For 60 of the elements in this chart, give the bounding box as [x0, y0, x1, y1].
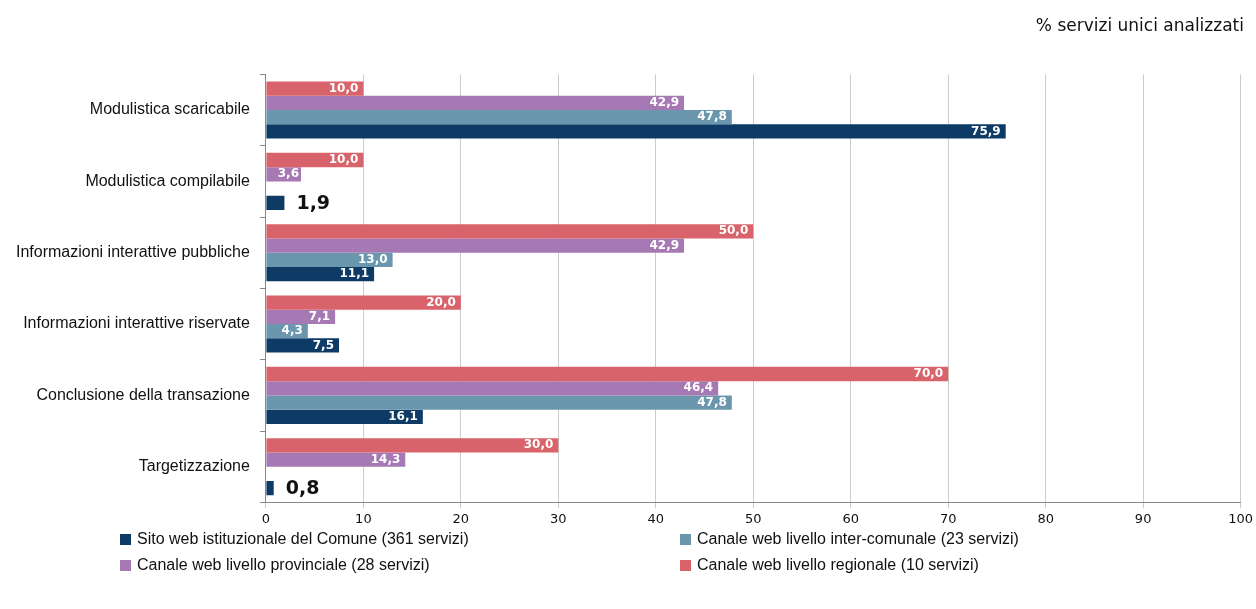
chart-title: % servizi unici analizzati [1035, 14, 1244, 35]
bar [266, 110, 732, 125]
data-label: 47,8 [697, 394, 727, 409]
data-label: 10,0 [328, 152, 359, 167]
bar [266, 295, 461, 310]
bar [266, 95, 685, 111]
data-label: 7,1 [308, 309, 331, 324]
bar [266, 366, 949, 382]
legend-label: Canale web livello provinciale (28 servizi) [136, 556, 431, 574]
data-label: 13,0 [358, 251, 388, 266]
data-label: 75,9 [971, 123, 1001, 138]
data-label: 20,0 [426, 294, 456, 309]
bar [266, 252, 393, 267]
y-tick-label: Modulistica compilabile [85, 171, 251, 189]
data-label: 0,8 [285, 476, 320, 499]
legend-label: Sito web istituzionale del Comune (361 servizi) [136, 530, 470, 548]
bar [266, 481, 274, 496]
data-label: 70,0 [913, 366, 944, 381]
data-label: 42,9 [649, 237, 680, 252]
y-tick-label: Conclusione della transazione [36, 385, 251, 403]
data-label: 47,8 [697, 109, 727, 124]
y-tick-label: Modulistica scaricabile [89, 100, 251, 118]
bar [266, 238, 685, 253]
data-label: 4,3 [281, 323, 303, 338]
x-tick-label: 40 [647, 510, 665, 526]
data-label: 16,1 [388, 408, 418, 423]
x-tick-label: 30 [550, 510, 567, 526]
data-label: 42,9 [649, 95, 680, 110]
x-tick-label: 0 [261, 510, 271, 526]
data-label: 14,3 [370, 451, 401, 466]
bar [266, 195, 285, 210]
bar [266, 338, 340, 353]
bar [266, 438, 559, 453]
y-tick-label: Targetizzazione [138, 457, 251, 475]
bar [266, 224, 754, 239]
data-label: 10,0 [328, 80, 359, 95]
bar [266, 409, 423, 424]
x-tick-label: 90 [1134, 510, 1152, 526]
x-tick-label: 20 [452, 510, 470, 526]
x-tick-label: 60 [842, 510, 859, 526]
data-label: 3,6 [277, 166, 299, 181]
x-tick-label: 80 [1037, 510, 1054, 526]
legend-label: Canale web livello regionale (10 servizi) [696, 556, 980, 574]
x-tick-label: 10 [355, 510, 372, 526]
data-label: 50,0 [718, 223, 749, 238]
data-label: 1,9 [296, 190, 331, 213]
bar [266, 381, 719, 396]
bar [266, 452, 406, 467]
x-tick-label: 100 [1228, 510, 1254, 526]
data-label: 30,0 [523, 437, 554, 452]
data-label: 11,1 [339, 266, 370, 281]
y-tick-label: Informazioni interattive pubbliche [16, 243, 251, 261]
y-tick-label: Informazioni interattive riservate [23, 314, 250, 332]
data-label: 46,4 [683, 380, 714, 395]
legend-label: Canale web livello inter-comunale (23 servizi) [696, 530, 1020, 548]
data-label: 7,5 [312, 337, 335, 352]
bar [266, 395, 732, 410]
x-tick-label: 70 [939, 510, 957, 526]
bar [266, 124, 1006, 139]
x-tick-label: 50 [744, 510, 762, 526]
